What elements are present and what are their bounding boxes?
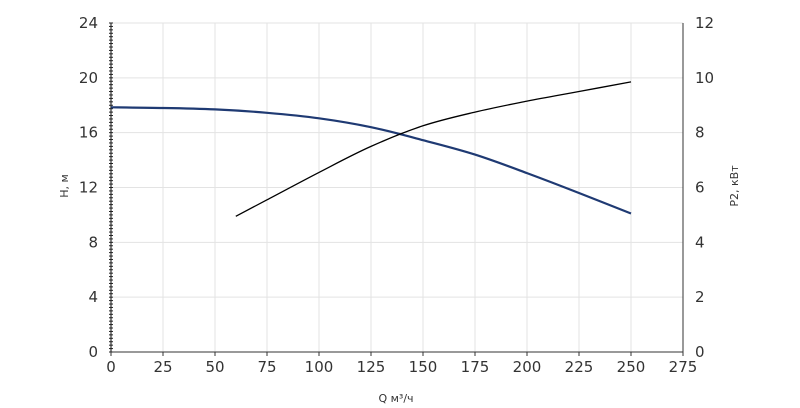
- x-tick-label: 175: [461, 358, 490, 376]
- y-right-tick-label: 0: [695, 343, 705, 361]
- x-tick-label: 225: [565, 358, 594, 376]
- x-tick-label: 200: [513, 358, 542, 376]
- y-left-tick-label: 20: [79, 69, 98, 87]
- grid: [111, 22, 683, 352]
- y-left-tick-label: 24: [79, 14, 98, 32]
- y-left-tick-label: 4: [88, 288, 98, 306]
- x-tick-label: 250: [617, 358, 646, 376]
- y-axis-left-label: H, м: [58, 174, 71, 198]
- axes: [109, 22, 684, 356]
- series-line-2: [235, 81, 632, 217]
- y-right-tick-label: 4: [695, 233, 705, 251]
- y-right-tick-label: 12: [695, 14, 714, 32]
- y-left-tick-label: 0: [88, 343, 98, 361]
- y-left-tick-label: 8: [88, 233, 98, 251]
- y-left-tick-label: 12: [79, 179, 98, 197]
- x-tick-label: 100: [305, 358, 334, 376]
- x-tick-label: 275: [669, 358, 698, 376]
- series-line-1: [110, 106, 632, 215]
- y-right-tick-label: 2: [695, 288, 705, 306]
- y-right-tick-label: 6: [695, 179, 705, 197]
- y-right-tick-label: 8: [695, 124, 705, 142]
- tick-labels: 0 25 50 75 100 125 150 175 200 225 250 275048121620…: [79, 14, 714, 376]
- x-tick-label: 0: [106, 358, 116, 376]
- y-right-tick-label: 10: [695, 69, 714, 87]
- x-tick-label: 75: [257, 358, 276, 376]
- x-axis-label: Q м³/ч: [378, 392, 413, 405]
- series-lines: [110, 81, 632, 217]
- x-tick-label: 125: [357, 358, 386, 376]
- y-left-tick-label: 16: [79, 124, 98, 142]
- y-axis-right-label: P2, кВт: [728, 165, 741, 207]
- x-tick-label: 25: [153, 358, 172, 376]
- x-tick-label: 50: [205, 358, 224, 376]
- x-tick-label: 150: [409, 358, 438, 376]
